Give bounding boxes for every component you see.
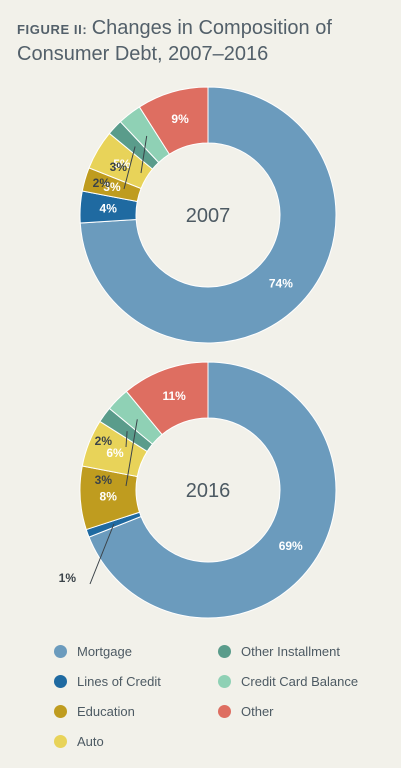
legend-label: Auto — [77, 734, 104, 749]
slice-label-lines-of-credit: 1% — [59, 571, 77, 585]
leader-line — [125, 419, 138, 487]
slice-label-lines-of-credit: 4% — [100, 202, 118, 216]
slice-label-mortgage: 74% — [269, 276, 293, 290]
slice-label-credit-card-balance: 3% — [95, 473, 113, 487]
slice-other — [125, 361, 209, 436]
legend-item-other-installment: Other Installment — [218, 644, 340, 659]
donut-chart-2016: 69% 1% 8% 6%2% 3% 11% 2016 — [59, 361, 337, 619]
legend-swatch — [218, 645, 231, 658]
legend-item-auto: Auto — [54, 734, 104, 749]
legend-swatch — [218, 705, 231, 718]
legend-item-education: Education — [54, 704, 135, 719]
slice-label-education: 3% — [103, 180, 121, 194]
slice-mortgage — [79, 86, 337, 344]
legend-label: Lines of Credit — [77, 674, 161, 689]
legend-label: Mortgage — [77, 644, 132, 659]
legend-swatch — [54, 735, 67, 748]
legend-label: Credit Card Balance — [241, 674, 359, 689]
slice-label-mortgage: 69% — [279, 539, 303, 553]
center-year-label: 2016 — [186, 480, 231, 502]
slice-label-other: 9% — [171, 112, 189, 126]
center-year-label: 2007 — [186, 205, 231, 227]
leader-line — [123, 146, 136, 190]
legend-label: Other — [241, 704, 274, 719]
slice-label-other: 11% — [162, 389, 186, 403]
leader-line — [89, 523, 115, 585]
figure-title-text: Changes in Composition of Consumer Debt,… — [17, 17, 332, 65]
legend-swatch — [54, 645, 67, 658]
legend-swatch — [54, 705, 67, 718]
slice-label-other-installment: 2% — [93, 176, 111, 190]
donut-chart-2007: 74%4%3%5%2%3%9%2007 — [79, 86, 337, 344]
legend-swatch — [54, 675, 67, 688]
slice-mortgage — [88, 361, 337, 619]
slice-label-other-installment: 2% — [95, 434, 113, 448]
figure-number: FIGURE II: — [17, 22, 88, 37]
slice-other — [138, 86, 209, 155]
legend-item-credit-card-balance: Credit Card Balance — [218, 674, 358, 689]
legend-swatch — [218, 675, 231, 688]
slice-label-credit-card-balance: 3% — [110, 160, 128, 174]
legend-label: Education — [77, 704, 135, 719]
figure-title: FIGURE II: Changes in Composition of Con… — [17, 16, 387, 68]
slice-label-education: 8% — [100, 489, 118, 503]
slice-label-auto: 6% — [106, 446, 124, 460]
legend-item-mortgage: Mortgage — [54, 644, 132, 659]
legend-item-lines-of-credit: Lines of Credit — [54, 674, 161, 689]
legend-item-other: Other — [218, 704, 274, 719]
legend-label: Other Installment — [241, 644, 340, 659]
leader-line — [125, 431, 128, 448]
leader-line — [140, 135, 148, 174]
slice-label-auto: 5% — [113, 157, 131, 171]
